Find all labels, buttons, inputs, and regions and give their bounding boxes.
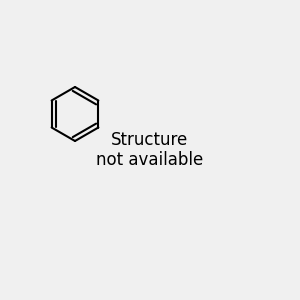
Text: Structure
not available: Structure not available — [96, 130, 204, 170]
